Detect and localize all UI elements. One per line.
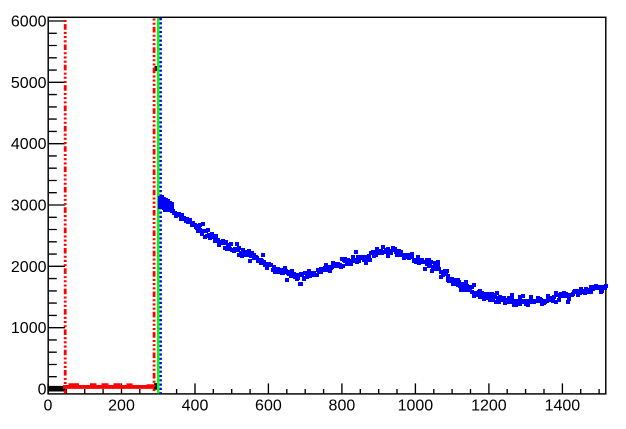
svg-text:3000: 3000 (11, 198, 47, 215)
svg-text:6000: 6000 (11, 14, 47, 31)
svg-text:2000: 2000 (11, 259, 47, 276)
svg-text:5000: 5000 (11, 75, 47, 92)
svg-text:200: 200 (108, 398, 135, 415)
svg-text:1000: 1000 (398, 398, 434, 415)
svg-text:0: 0 (38, 382, 47, 399)
svg-text:600: 600 (255, 398, 282, 415)
svg-text:800: 800 (329, 398, 356, 415)
svg-text:1200: 1200 (471, 398, 507, 415)
svg-text:400: 400 (182, 398, 209, 415)
svg-text:0: 0 (44, 398, 53, 415)
svg-text:1400: 1400 (545, 398, 581, 415)
svg-text:4000: 4000 (11, 136, 47, 153)
svg-text:1000: 1000 (11, 320, 47, 337)
